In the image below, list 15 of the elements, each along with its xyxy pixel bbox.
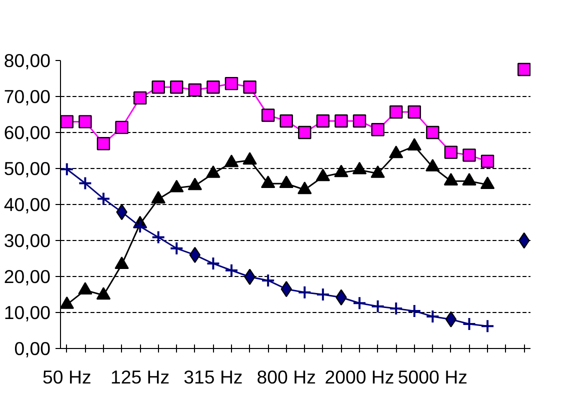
y-tick-label: 70,00 bbox=[4, 86, 50, 107]
y-tick-label: 80,00 bbox=[4, 50, 50, 71]
x-tick-label: 800 Hz bbox=[256, 366, 316, 388]
x-tick-label: 315 Hz bbox=[184, 366, 243, 388]
y-tick-label: 0,00 bbox=[14, 338, 50, 359]
y-tick-label: 30,00 bbox=[4, 230, 50, 251]
x-tick-label: 5000 Hz bbox=[398, 366, 468, 388]
x-tick-label: 50 Hz bbox=[42, 366, 92, 388]
y-tick-label: 10,00 bbox=[4, 302, 50, 323]
y-tick-label: 20,00 bbox=[4, 266, 50, 287]
x-tick-label: 125 Hz bbox=[110, 366, 170, 388]
y-tick-label: 40,00 bbox=[4, 194, 50, 215]
y-tick-label: 50,00 bbox=[4, 158, 50, 179]
x-tick-label: 2000 Hz bbox=[324, 366, 394, 388]
y-tick-label: 60,00 bbox=[4, 122, 50, 143]
